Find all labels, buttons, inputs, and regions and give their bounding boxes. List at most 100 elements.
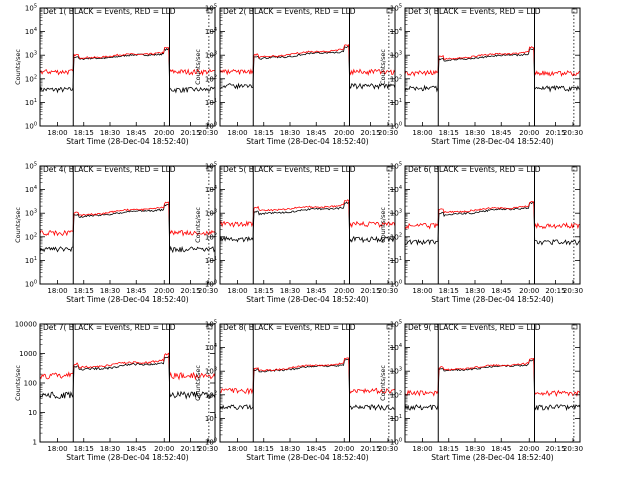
y-tick-label: 101 [25,256,37,265]
x-tick-label: 20:30 [563,129,583,137]
x-tick-label: 18:15 [439,287,459,295]
series-lld-line [219,357,396,396]
x-tick-label: 18:00 [412,129,432,137]
corner-box [206,166,213,172]
y-tick-label: 104 [205,343,217,352]
y-tick-label: 102 [205,232,217,241]
y-tick-label: 100 [390,122,402,131]
series-lld-line [219,44,396,76]
y-tick-label: 104 [390,185,402,194]
series-events-line [39,355,216,400]
plot-frame [404,7,581,127]
y-tick-label: 102 [390,390,402,399]
x-tick-label: 18:00 [47,129,67,137]
series-lld-line [39,47,216,77]
x-tick-label: 20:00 [154,129,174,137]
y-tick-label: 1000 [19,350,37,358]
y-tick-label: 100 [390,438,402,447]
series-events-line [39,47,216,94]
panel-title: Det 6( BLACK = Events, RED = LLD [408,165,541,174]
panel-title: Det 2( BLACK = Events, RED = LLD [223,7,356,16]
y-tick-label: 102 [205,390,217,399]
corner-box [206,8,213,14]
y-tick-label: 102 [25,232,37,241]
y-axis-label: Counts/sec [379,365,387,401]
panel-2: 100 101 102 103 104 105 18:00 18:15 18:30 18:45 20… [194,4,398,147]
panel-1: 100 101 102 103 104 105 18:00 18:15 18:30 18:45 20… [14,4,218,147]
y-axis-label: Counts/sec [14,49,22,85]
x-tick-label: 18:30 [100,129,120,137]
x-tick-label: 18:15 [254,445,274,453]
y-tick-label: 102 [205,74,217,83]
x-tick-label: 18:45 [491,287,511,295]
x-tick-label: 18:30 [280,129,300,137]
x-tick-label: 18:00 [47,287,67,295]
y-tick-label: 104 [25,185,37,194]
x-tick-label: 18:45 [306,287,326,295]
x-tick-label: 20:30 [198,129,218,137]
corner-box [571,324,578,330]
y-axis-label: Counts/sec [194,365,202,401]
y-tick-label: 100 [24,380,37,388]
plot-frame [404,165,581,285]
x-tick-label: 18:30 [465,445,485,453]
y-tick-label: 101 [205,414,217,423]
y-tick-label: 102 [390,74,402,83]
x-tick-label: 20:15 [545,287,565,295]
x-tick-label: 20:00 [519,445,539,453]
x-tick-label: 18:45 [306,129,326,137]
panel-title: Det 5( BLACK = Events, RED = LLD [223,165,356,174]
plot-frame [39,165,216,285]
y-tick-label: 101 [390,414,402,423]
series-events-line [404,47,581,93]
panel-7: 1 10 100 1000 10000 18:00 18:15 18:30 18:45 20:00… [14,321,218,463]
x-tick-label: 20:30 [198,287,218,295]
y-axis-label: Counts/sec [379,207,387,243]
panel-title: Det 4( BLACK = Events, RED = LLD [43,165,176,174]
y-tick-label: 104 [390,27,402,36]
y-axis-label: Counts/sec [379,49,387,85]
y-tick-label: 105 [25,162,37,171]
x-tick-label: 20:00 [334,287,354,295]
x-tick-label: 20:15 [360,445,380,453]
plot-frame [404,323,581,443]
y-tick-label: 102 [25,74,37,83]
plot-frame [219,323,396,443]
y-tick-label: 100 [25,280,37,289]
y-tick-label: 100 [390,280,402,289]
x-tick-label: 18:00 [412,287,432,295]
y-tick-label: 101 [205,98,217,107]
x-tick-label: 18:00 [412,445,432,453]
x-tick-label: 18:45 [306,445,326,453]
x-tick-label: 18:15 [254,287,274,295]
y-tick-label: 101 [205,256,217,265]
x-tick-label: 20:00 [334,129,354,137]
x-tick-label: 20:00 [334,445,354,453]
y-tick-label: 1 [33,439,37,447]
x-tick-label: 20:00 [154,287,174,295]
y-tick-label: 102 [390,232,402,241]
panel-4: 100 101 102 103 104 105 18:00 18:15 18:30 18:45 20… [14,162,218,305]
corner-box [571,8,578,14]
x-tick-label: 18:30 [465,129,485,137]
y-tick-label: 105 [25,4,37,13]
y-tick-label: 105 [390,320,402,329]
series-events-line [219,358,396,411]
x-axis-label: Start Time (28-Dec-04 18:52:40) [431,453,553,462]
y-tick-label: 10 [28,409,37,417]
x-tick-label: 20:15 [180,129,200,137]
corner-box [571,166,578,172]
y-tick-label: 100 [205,122,217,131]
corner-box [386,8,393,14]
x-axis-label: Start Time (28-Dec-04 18:52:40) [246,453,368,462]
panel-3: 100 101 102 103 104 105 18:00 18:15 18:30 18:45 20… [379,4,583,147]
y-axis-label: Counts/sec [14,207,22,243]
plot-frame [39,7,216,127]
x-tick-label: 18:00 [227,287,247,295]
x-tick-label: 18:30 [465,287,485,295]
x-tick-label: 18:15 [74,129,94,137]
plot-frame [219,165,396,285]
panel-6: 100 101 102 103 104 105 18:00 18:15 18:30 18:45 20… [379,162,583,305]
plot-frame [219,7,396,127]
x-tick-label: 18:15 [439,445,459,453]
